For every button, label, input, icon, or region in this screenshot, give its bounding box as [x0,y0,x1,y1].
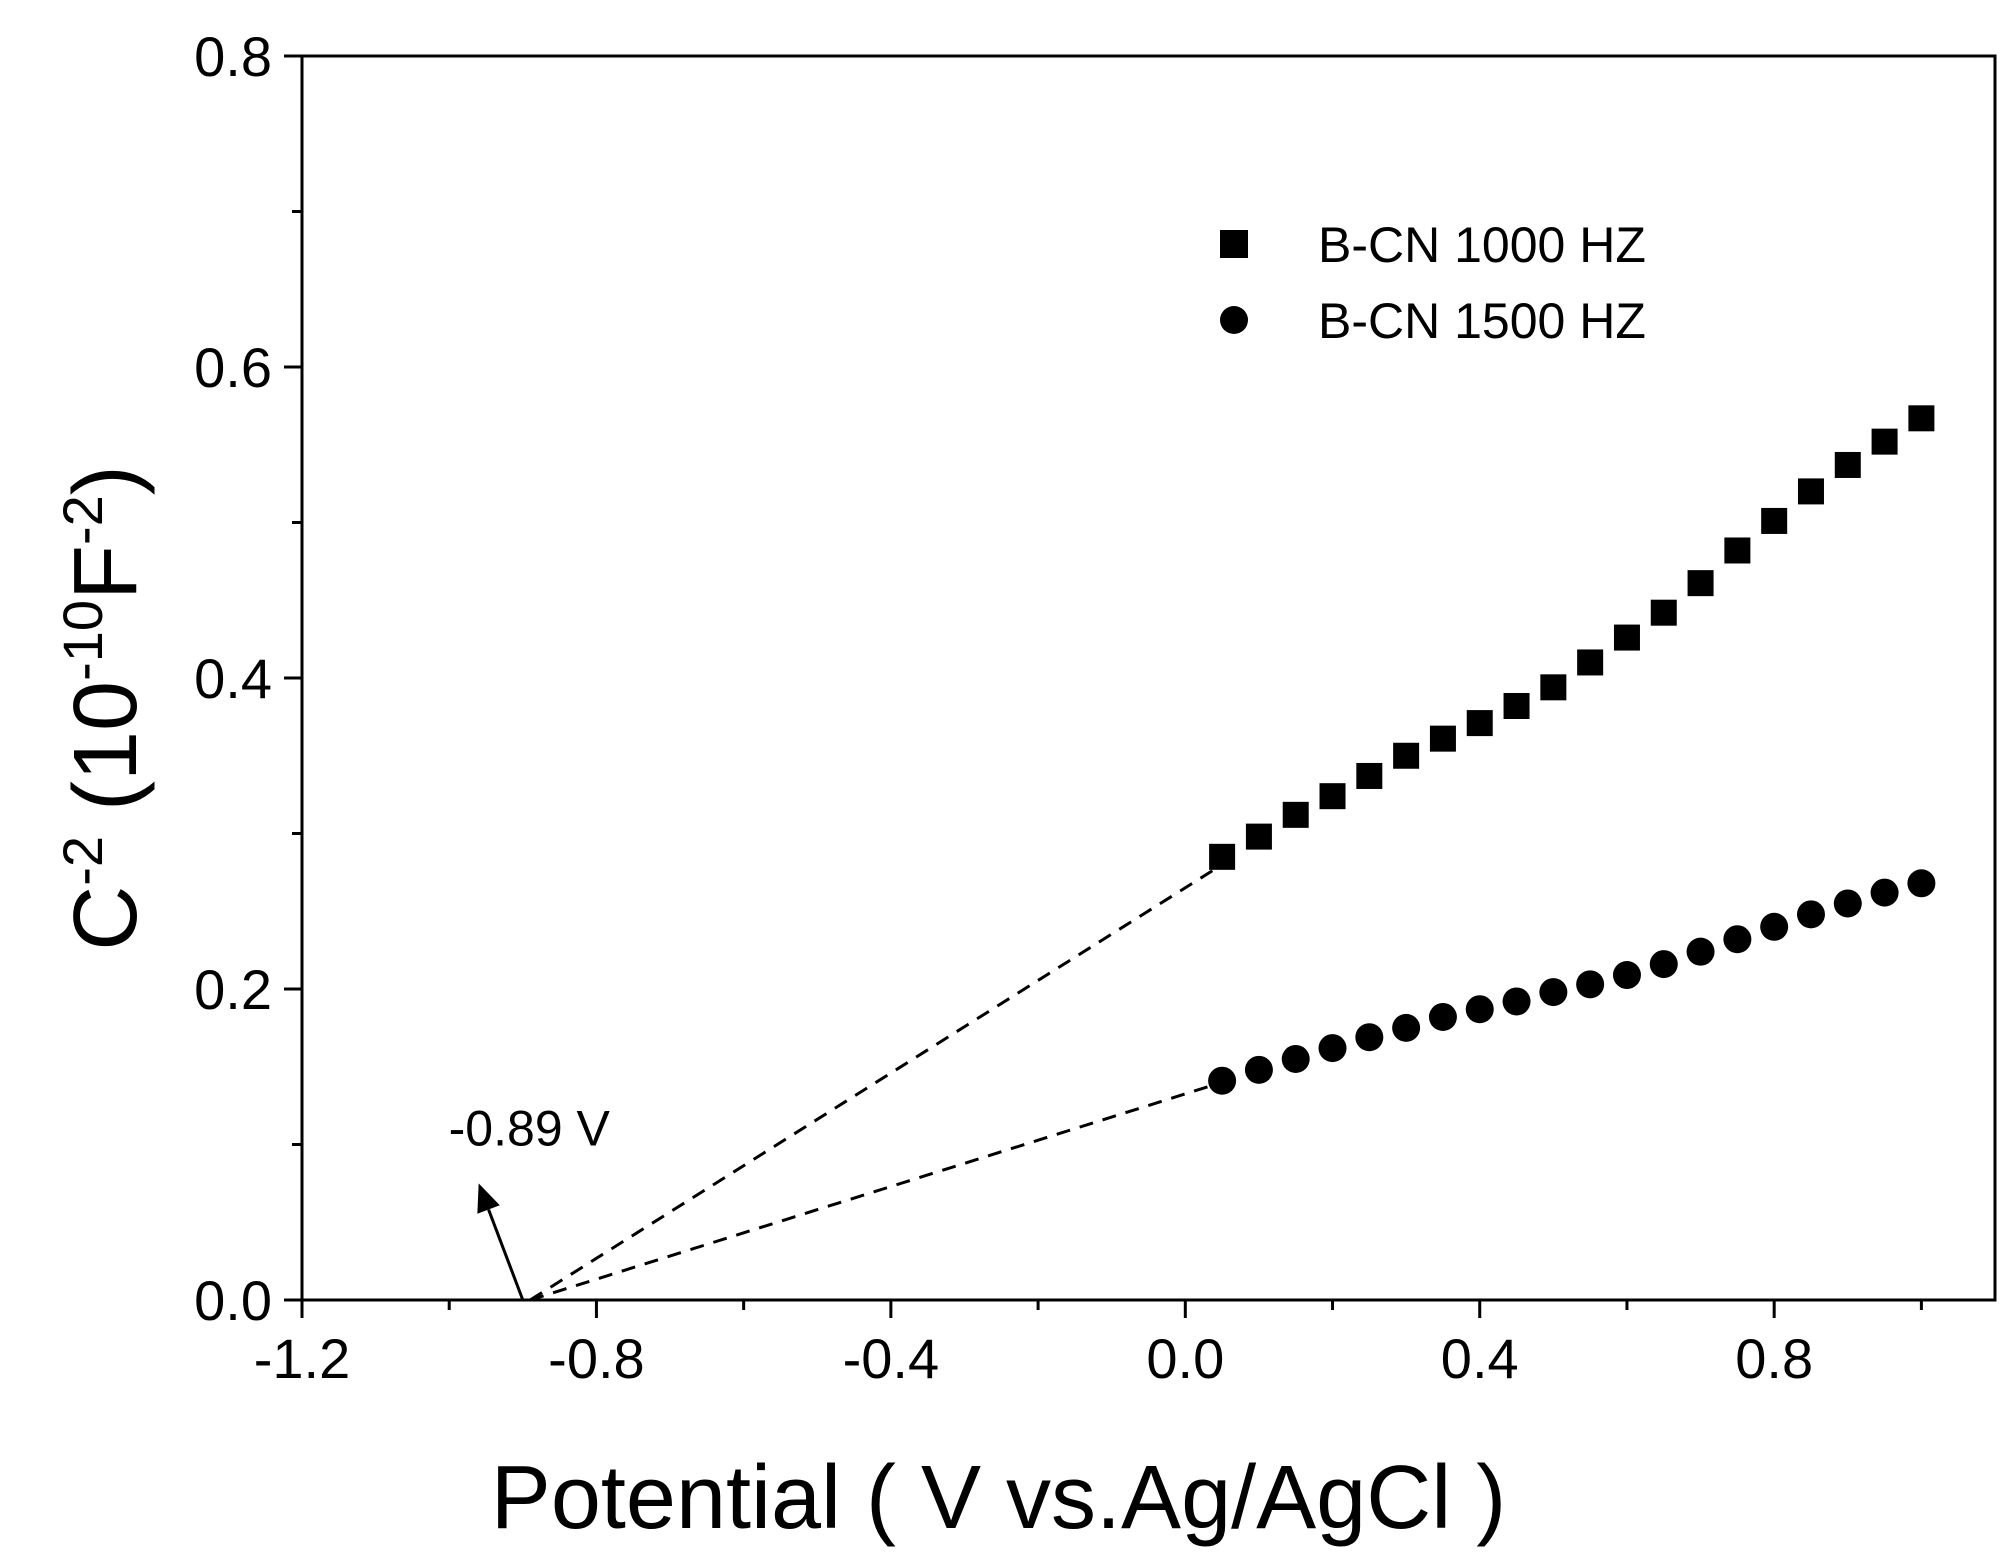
fit-line [529,863,1223,1302]
data-point [1503,692,1530,719]
y-label-sup2: -10 [51,600,114,681]
data-point [1282,801,1309,828]
legend-circle-marker [1220,306,1248,334]
data-point [1577,649,1604,676]
annotation-label: -0.89 V [449,1100,611,1156]
data-point [1870,878,1899,907]
legend-label: B-CN 1000 HZ [1318,217,1646,273]
data-point [1208,1066,1237,1095]
data-point [1576,970,1605,999]
x-tick-label: 0.8 [1735,1327,1813,1390]
y-label-mid2: F [56,545,156,600]
y-axis: 0.0 0.2 0.4 0.6 0.8 [194,25,302,1332]
y-label-sup1: -2 [51,836,114,886]
data-point [1686,937,1715,966]
data-point [1428,1002,1457,1031]
data-point [1356,762,1383,789]
fit-line [529,1080,1223,1302]
x-tick-label: -1.2 [254,1327,351,1390]
legend-label: B-CN 1500 HZ [1318,293,1646,349]
y-tick-label: 0.2 [194,958,272,1021]
data-point [1429,725,1456,752]
data-point [1724,537,1751,564]
y-axis-label: C-2 (10-10F-2) [51,465,156,951]
series-squares [1209,405,1935,870]
annotation: -0.89 V [449,1100,611,1301]
y-tick-label: 0.0 [194,1269,272,1332]
data-point [1761,507,1788,534]
data-point [1355,1023,1384,1052]
annotation-arrowhead [477,1183,500,1214]
data-point [1649,950,1678,979]
data-point [1319,783,1346,810]
data-point [1392,1013,1421,1042]
data-point [1318,1034,1347,1063]
y-tick-label: 0.8 [194,25,272,88]
y-label-mid: (10 [56,681,156,836]
data-point [1540,674,1567,701]
x-tick-label: -0.4 [843,1327,940,1390]
y-tick-label: 0.4 [194,647,272,710]
data-point [1209,843,1236,870]
data-point [1723,925,1752,954]
x-tick-label: 0.0 [1146,1327,1224,1390]
x-tick-label: 0.4 [1441,1327,1519,1390]
data-point [1502,987,1531,1016]
data-points [1208,405,1936,1095]
data-point [1760,912,1789,941]
data-point [1612,961,1641,990]
y-label-end: ) [56,465,156,495]
data-point [1796,900,1825,929]
x-axis-label: Potential ( V vs.Ag/AgCl ) [491,1448,1506,1548]
annotation-arrow [487,1209,525,1301]
series-circles [1208,869,1936,1095]
x-tick-label: -0.8 [548,1327,645,1390]
y-label-base: C [56,886,156,951]
data-point [1466,710,1493,737]
legend-item: B-CN 1500 HZ [1220,293,1646,349]
data-point [1281,1044,1310,1073]
data-point [1244,1055,1273,1084]
x-axis: -1.2 -0.8 -0.4 0.0 0.4 0.8 [254,1300,1923,1390]
y-tick-label: 0.6 [194,336,272,399]
data-point [1393,742,1420,769]
y-label-sup3: -2 [51,495,114,545]
data-point [1245,823,1272,850]
data-point [1465,995,1494,1024]
fit-lines [529,863,1223,1302]
data-point [1908,405,1935,432]
legend: B-CN 1000 HZ B-CN 1500 HZ [1220,217,1646,349]
legend-item: B-CN 1000 HZ [1220,217,1646,273]
data-point [1833,889,1862,918]
data-point [1834,451,1861,478]
data-point [1613,624,1640,651]
data-point [1687,570,1714,597]
data-point [1871,428,1898,455]
data-point [1797,478,1824,505]
legend-square-marker [1220,230,1248,258]
data-point [1907,869,1936,898]
data-point [1539,978,1568,1007]
data-point [1650,599,1677,626]
